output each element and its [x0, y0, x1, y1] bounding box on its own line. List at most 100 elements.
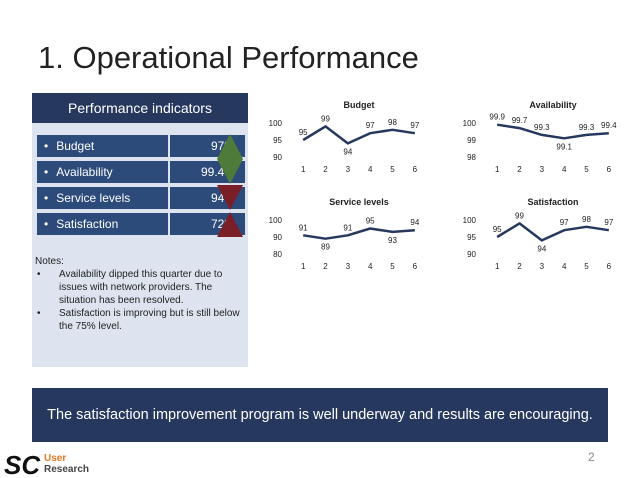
notes-heading: Notes:	[35, 256, 64, 267]
company-logo: SC User Research	[4, 450, 94, 478]
indicator-label: Budget	[56, 139, 95, 153]
x-tick-label: 2	[323, 262, 328, 271]
indicator-service-levels: • Service levels 94%	[37, 187, 245, 209]
y-tick-label: 100	[269, 119, 283, 128]
x-tick-label: 1	[495, 262, 500, 271]
budget-chart: Budget 90 95 100 1 2 3 4 5 6 95 99 94 97 98 97	[269, 100, 420, 174]
data-label: 97	[366, 121, 375, 130]
note-item: • Satisfaction is improving but is still …	[37, 308, 240, 332]
chart-title: Service levels	[329, 197, 389, 207]
x-tick-label: 3	[346, 262, 351, 271]
y-tick-label: 100	[463, 119, 477, 128]
bullet: •	[44, 217, 49, 231]
data-label: 91	[343, 223, 352, 232]
chart-title: Satisfaction	[527, 197, 578, 207]
logo-text-user: User	[44, 453, 67, 464]
y-tick-label: 90	[273, 153, 282, 162]
data-label: 93	[388, 236, 397, 245]
data-label: 98	[582, 215, 591, 224]
x-tick-label: 3	[540, 262, 545, 271]
service-levels-chart: Service levels 80 90 100 1 2 3 4 5 6 91 89 91 95 93 94	[269, 197, 420, 271]
data-label: 98	[388, 118, 397, 127]
data-label: 97	[410, 121, 419, 130]
data-label: 99.3	[534, 123, 550, 132]
data-label: 99	[515, 211, 524, 220]
x-tick-label: 2	[517, 262, 522, 271]
notes: Notes: • Availability dipped this quarter…	[35, 255, 245, 333]
y-tick-label: 95	[273, 136, 282, 145]
data-label: 99.7	[512, 116, 528, 125]
series-line	[496, 123, 609, 140]
data-label: 99.1	[556, 142, 572, 151]
notes-list: • Availability dipped this quarter due to…	[35, 268, 245, 333]
y-tick-label: 95	[467, 233, 476, 242]
data-label: 91	[299, 223, 308, 232]
chart-title: Budget	[344, 100, 375, 110]
data-label: 95	[366, 217, 375, 226]
bullet: •	[44, 139, 49, 153]
panel-heading: Performance indicators	[32, 93, 248, 123]
logo-text-research: Research	[44, 464, 90, 475]
data-label: 97	[560, 218, 569, 227]
bullet: •	[44, 165, 49, 179]
x-tick-label: 6	[413, 165, 418, 174]
y-tick-label: 90	[273, 233, 282, 242]
series-line	[496, 222, 610, 242]
trend-up-icon	[217, 134, 243, 184]
data-label: 99.3	[579, 123, 595, 132]
data-label: 95	[299, 128, 308, 137]
availability-chart: Availability 98 99 100 1 2 3 4 5 6 99.9 99.7 99.3 99.…	[463, 100, 618, 174]
y-tick-label: 100	[463, 216, 477, 225]
data-label: 99	[321, 114, 330, 123]
trend-arrows	[217, 134, 243, 237]
indicator-label: Availability	[56, 165, 113, 179]
x-tick-label: 4	[368, 262, 373, 271]
satisfaction-chart: Satisfaction 90 95 100 1 2 3 4 5 6 95 99 94 97 98 97	[463, 197, 614, 271]
y-tick-label: 99	[467, 136, 476, 145]
y-tick-label: 90	[467, 250, 476, 259]
x-tick-label: 5	[584, 262, 589, 271]
data-label: 94	[537, 244, 546, 253]
trend-down-icon	[217, 185, 243, 210]
x-tick-label: 3	[540, 165, 545, 174]
indicator-label: Service levels	[56, 191, 131, 205]
bullet: •	[37, 308, 41, 319]
data-label: 89	[321, 243, 330, 252]
note-item: • Availability dipped this quarter due to…	[37, 269, 223, 306]
chart-title: Availability	[529, 100, 576, 110]
indicator-budget: • Budget 97%	[37, 135, 245, 157]
page-number: 2	[588, 450, 595, 464]
x-tick-label: 1	[495, 165, 500, 174]
x-tick-label: 1	[301, 165, 306, 174]
svg-text:SC: SC	[4, 450, 41, 478]
conclusion-banner: The satisfaction improvement program is …	[32, 388, 608, 442]
x-tick-label: 6	[413, 262, 418, 271]
slide-title: 1. Operational Performance	[38, 40, 419, 75]
x-tick-label: 6	[607, 165, 612, 174]
y-tick-label: 98	[467, 153, 476, 162]
series-line	[302, 227, 415, 240]
data-label: 97	[604, 218, 613, 227]
x-tick-label: 1	[301, 262, 306, 271]
x-tick-label: 4	[562, 165, 567, 174]
bullet: •	[44, 191, 49, 205]
data-label: 99.9	[489, 113, 505, 122]
series-line	[302, 125, 416, 145]
x-tick-label: 5	[390, 165, 395, 174]
data-label: 94	[343, 147, 352, 156]
x-tick-label: 3	[346, 165, 351, 174]
data-label: 99.4	[601, 121, 617, 130]
x-tick-label: 6	[607, 262, 612, 271]
x-tick-label: 4	[562, 262, 567, 271]
bullet: •	[37, 269, 41, 280]
indicator-availability: • Availability 99.4%	[37, 161, 245, 183]
x-tick-label: 2	[323, 165, 328, 174]
y-tick-label: 100	[269, 216, 283, 225]
x-tick-label: 2	[517, 165, 522, 174]
x-tick-label: 5	[584, 165, 589, 174]
y-tick-label: 80	[273, 250, 282, 259]
logo-mark-icon: SC	[4, 450, 41, 478]
x-tick-label: 5	[390, 262, 395, 271]
data-label: 95	[493, 225, 502, 234]
x-tick-label: 4	[368, 165, 373, 174]
